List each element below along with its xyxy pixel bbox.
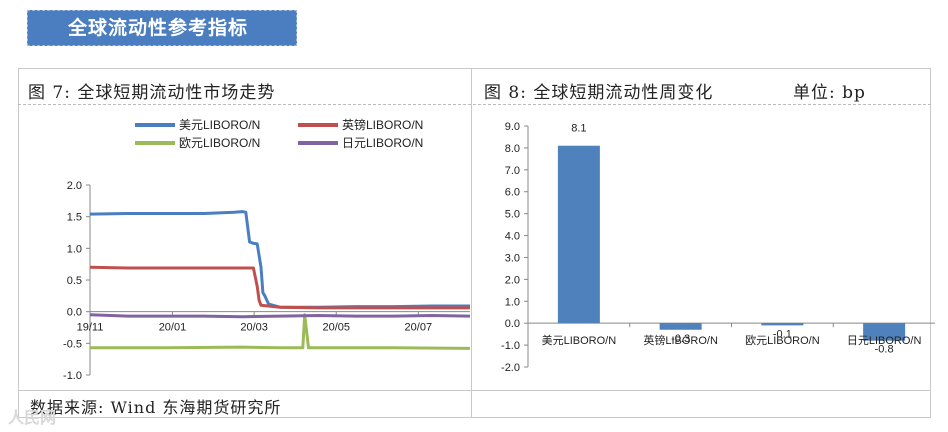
x-tick-label: 20/05 <box>322 322 350 334</box>
bar-value-label: -0.8 <box>875 344 894 356</box>
y-tick-label: 7.0 <box>505 165 520 177</box>
section-banner: 全球流动性参考指标 <box>27 10 297 46</box>
category-label: 美元LIBORO/N <box>542 334 617 347</box>
y-tick-label: -2.0 <box>501 362 520 374</box>
y-tick-label: 0.0 <box>505 318 520 330</box>
bar <box>761 323 804 326</box>
bar <box>659 323 702 330</box>
y-tick-label: 1.0 <box>505 296 520 308</box>
y-tick-label: -0.5 <box>63 338 82 350</box>
left-chart-title: 图 7: 全球短期流动性市场走势 <box>28 83 276 103</box>
bar-chart: 9.0 8.0 7.0 6.0 5.0 4.0 3.0 2.0 1.0 0.0 -1.0 -2.0 8.… <box>501 121 935 374</box>
series-line <box>89 265 470 310</box>
series-line <box>90 313 471 350</box>
category-label: 日元LIBORO/N <box>847 335 922 347</box>
bar <box>863 323 906 341</box>
bar-value-label: 8.1 <box>571 123 586 135</box>
bar <box>557 145 600 324</box>
right-chart-title: 图 8: 全球短期流动性周变化 <box>484 83 714 103</box>
x-tick-label: 20/07 <box>405 322 433 334</box>
y-tick-label: 1.0 <box>67 243 82 255</box>
x-tick-label: 20/01 <box>159 322 187 334</box>
section-title: 全球流动性参考指标 <box>68 17 249 39</box>
data-source: 数据来源: Wind 东海期货研究所 <box>30 398 282 417</box>
x-tick-label: 20/03 <box>240 322 268 334</box>
y-tick-label: 4.0 <box>505 231 520 243</box>
y-tick-label: 6.0 <box>505 187 520 199</box>
line-chart: 2.0 1.5 1.0 0.5 0.0 -0.5 -1.0 19/11 20/01 20/03 20… <box>63 117 471 382</box>
y-tick-label: 0.0 <box>67 307 82 319</box>
category-label: 英镑LIBORO/N <box>643 333 718 347</box>
category-label: 欧元LIBORO/N <box>745 334 820 347</box>
y-tick-label: 8.0 <box>505 143 520 155</box>
title-divider <box>18 104 931 105</box>
y-tick-label: 3.0 <box>505 252 520 264</box>
series-line <box>89 313 471 319</box>
y-tick-label: 1.5 <box>67 212 82 224</box>
y-tick-label: 5.0 <box>505 209 520 221</box>
y-tick-label: -1.0 <box>501 340 520 352</box>
chart-frame <box>18 68 931 418</box>
x-tick-label: 19/11 <box>77 322 104 334</box>
unit-label: 单位: bp <box>793 83 866 103</box>
legend-label: 日元LIBORO/N <box>342 136 423 150</box>
panel-divider <box>471 68 472 418</box>
y-tick-label: 2.0 <box>67 180 82 192</box>
watermark-logo: 人民网 <box>8 408 57 427</box>
legend-label: 美元LIBORO/N <box>179 118 260 132</box>
bar-value-label: -0.3 <box>671 333 690 345</box>
legend-label: 欧元LIBORO/N <box>179 136 260 150</box>
bar-value-label: -0.1 <box>773 328 792 340</box>
y-tick-label: 0.5 <box>67 275 82 287</box>
footer-divider <box>18 390 931 391</box>
legend-label: 英镑LIBORO/N <box>342 117 423 132</box>
y-tick-label: 2.0 <box>505 274 520 286</box>
y-tick-label: 9.0 <box>505 121 520 133</box>
y-tick-label: -1.0 <box>63 370 82 382</box>
series-line <box>89 210 470 309</box>
